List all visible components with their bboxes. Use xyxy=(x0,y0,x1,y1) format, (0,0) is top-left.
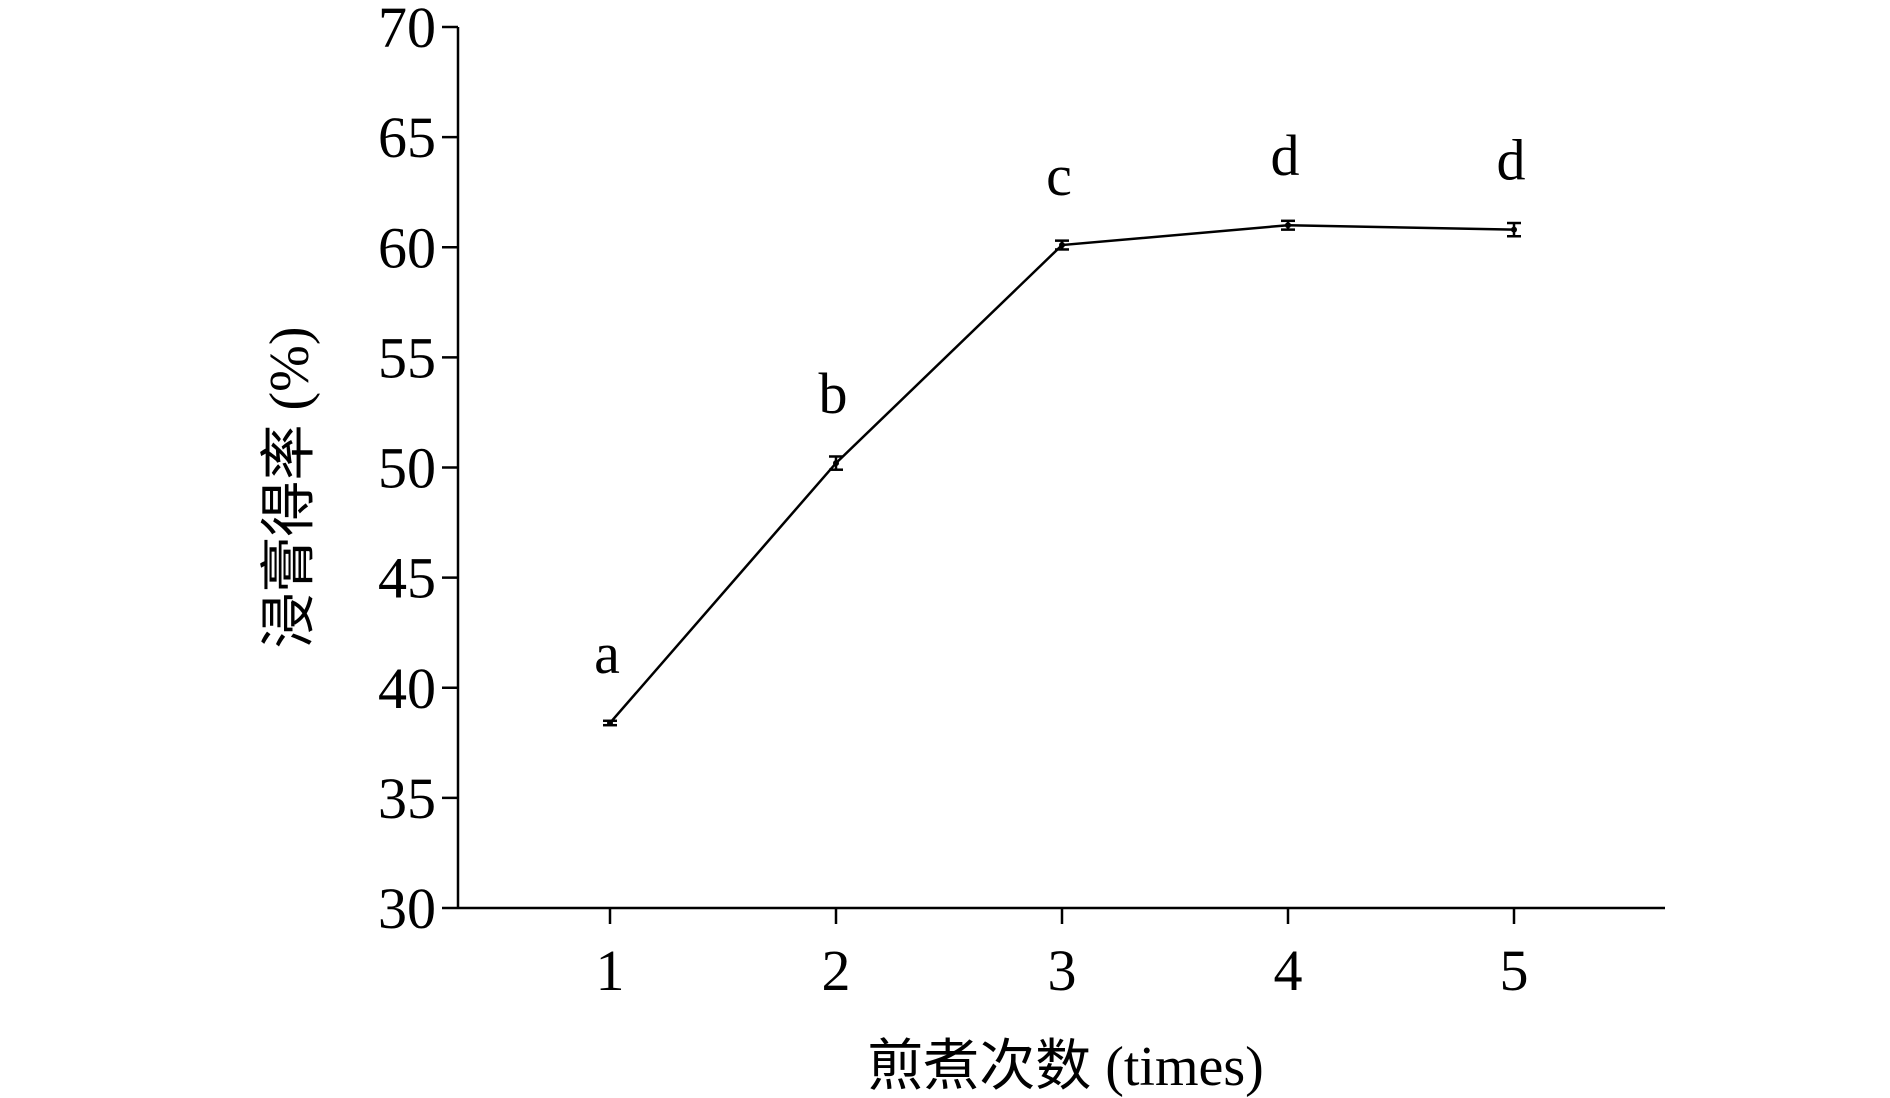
data-point xyxy=(833,460,839,467)
y-tick-label: 55 xyxy=(378,325,436,390)
series-line xyxy=(609,223,1515,724)
significance-letter: a xyxy=(594,621,620,686)
y-tick-label: 30 xyxy=(378,876,436,941)
data-point xyxy=(1511,226,1517,233)
x-tick-label: 2 xyxy=(822,938,851,1003)
series: a b c d d xyxy=(594,123,1526,727)
significance-letter: d xyxy=(1497,128,1526,193)
y-tick-label: 70 xyxy=(378,0,436,60)
significance-letter: d xyxy=(1271,123,1300,188)
data-point xyxy=(607,719,613,726)
y-tick-label: 60 xyxy=(378,215,436,280)
y-tick-label: 45 xyxy=(378,546,436,611)
y-tick-label: 65 xyxy=(378,105,436,170)
significance-letter: c xyxy=(1046,143,1072,208)
x-tick-label: 4 xyxy=(1274,938,1303,1003)
x-axis-title: 煎煮次数 (times) xyxy=(867,1036,1264,1098)
y-tick-label: 35 xyxy=(378,766,436,831)
data-point xyxy=(1059,242,1065,249)
x-tick-label: 5 xyxy=(1500,938,1529,1003)
x-tick-label: 3 xyxy=(1048,938,1077,1003)
y-tick-label: 40 xyxy=(378,656,436,721)
x-tick-label: 1 xyxy=(596,938,625,1003)
y-axis-title: 浸膏得率 (%) xyxy=(259,327,321,649)
x-ticks: 1 2 3 4 5 xyxy=(596,908,1529,1003)
significance-letter: b xyxy=(819,361,848,426)
data-point xyxy=(1285,222,1291,229)
y-tick-label: 50 xyxy=(378,436,436,501)
y-ticks: 30 35 40 45 50 55 60 65 70 xyxy=(378,0,458,941)
